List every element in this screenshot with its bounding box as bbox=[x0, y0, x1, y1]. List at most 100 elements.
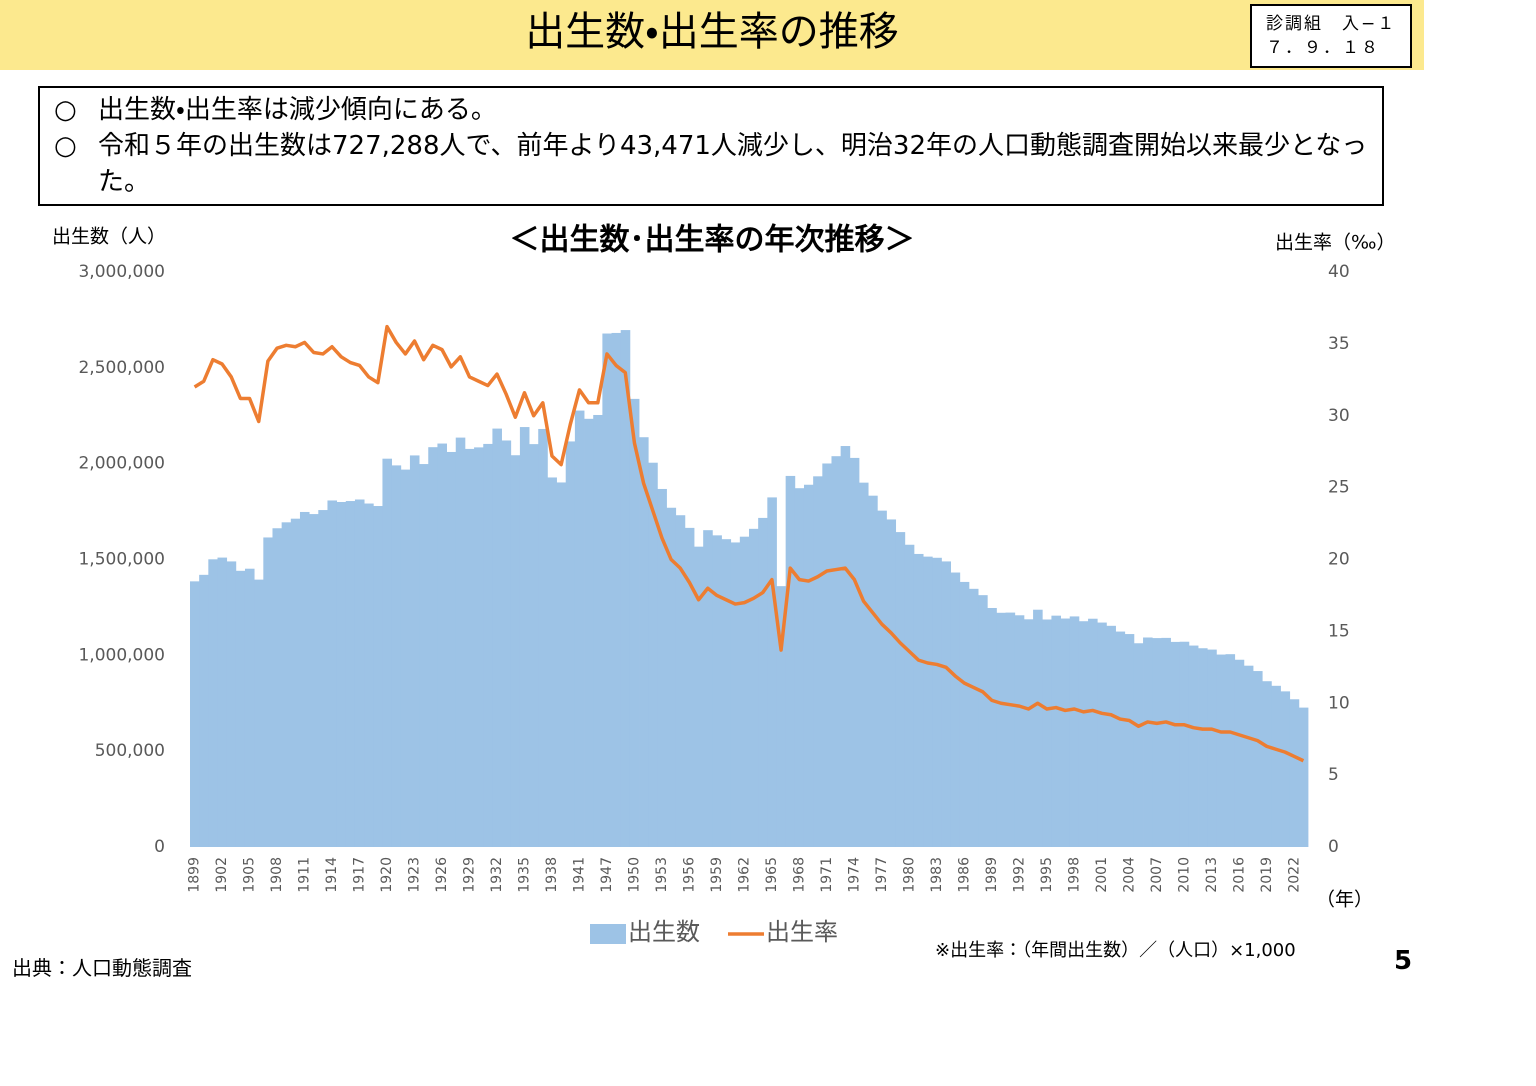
x-tick-label: 1953 bbox=[654, 857, 670, 893]
x-tick-label: 1911 bbox=[297, 857, 313, 893]
notes-box: ○ 出生数・出生率は減少傾向にある。 ○ 令和５年の出生数は727,288人で、前年… bbox=[38, 86, 1384, 206]
bar bbox=[584, 418, 594, 847]
x-tick-label: 1965 bbox=[764, 857, 780, 893]
y-tick-label: 2,500,000 bbox=[78, 358, 165, 378]
bar bbox=[1243, 665, 1254, 847]
x-tick-label: 2010 bbox=[1176, 857, 1192, 893]
code-line: ７．９．１８ bbox=[1266, 38, 1380, 58]
bar bbox=[593, 414, 603, 847]
bar bbox=[721, 539, 732, 847]
x-tick-label: 2019 bbox=[1259, 857, 1275, 893]
bar bbox=[547, 477, 557, 847]
y2-tick-label: 25 bbox=[1328, 478, 1350, 498]
y-tick-label: 0 bbox=[154, 837, 165, 857]
source: 出典：人口動態調査 bbox=[12, 956, 192, 980]
bar bbox=[538, 428, 548, 847]
bar bbox=[437, 443, 447, 847]
bar bbox=[1198, 648, 1208, 847]
y2-tick-label: 15 bbox=[1328, 621, 1350, 641]
bar bbox=[272, 528, 283, 847]
bar bbox=[556, 482, 567, 847]
y-tick-label: 500,000 bbox=[95, 741, 165, 761]
bar bbox=[354, 499, 365, 847]
bar bbox=[1225, 654, 1236, 847]
x-tick-label: 1956 bbox=[681, 857, 697, 893]
page-number: 5 bbox=[1394, 946, 1413, 976]
x-tick-label: 1986 bbox=[956, 857, 972, 893]
bar bbox=[1289, 699, 1300, 847]
bar bbox=[1060, 618, 1071, 847]
bar bbox=[1207, 649, 1217, 847]
y2-tick-label: 30 bbox=[1328, 406, 1350, 426]
bar bbox=[923, 556, 933, 847]
code-box: 診調組 入−１ ７．９．１８ bbox=[1250, 4, 1412, 68]
y2-tick-label: 20 bbox=[1328, 550, 1350, 570]
bar bbox=[959, 581, 970, 847]
bar bbox=[1161, 637, 1171, 847]
bar bbox=[1179, 641, 1190, 847]
bar bbox=[190, 581, 200, 847]
bar bbox=[1262, 681, 1272, 847]
x-tick-label: 1959 bbox=[709, 857, 725, 893]
bar bbox=[749, 528, 759, 847]
bar bbox=[382, 458, 393, 847]
bar bbox=[446, 451, 457, 847]
legend-label: 出生数 bbox=[628, 918, 700, 946]
bar bbox=[813, 476, 823, 847]
y-axis-title: 出生数（人） bbox=[52, 226, 166, 248]
y2-tick-label: 40 bbox=[1328, 262, 1350, 282]
note-marker: ○ bbox=[54, 95, 77, 125]
x-tick-label: 1902 bbox=[214, 857, 230, 893]
bar bbox=[1033, 609, 1043, 847]
bar bbox=[565, 441, 576, 847]
bar bbox=[968, 588, 979, 847]
bar bbox=[1152, 638, 1162, 847]
bar bbox=[364, 503, 374, 847]
x-tick-label: 1977 bbox=[874, 857, 890, 893]
bar bbox=[675, 515, 686, 847]
bar bbox=[1253, 671, 1263, 847]
bar bbox=[1115, 631, 1126, 847]
legend-swatch bbox=[590, 924, 626, 944]
x-tick-label: 1935 bbox=[516, 857, 532, 893]
bar bbox=[318, 510, 328, 847]
x-tick-label: 1992 bbox=[1011, 857, 1027, 893]
x-tick-label: 2004 bbox=[1121, 857, 1137, 893]
bar bbox=[1005, 612, 1016, 847]
bar bbox=[400, 469, 411, 847]
bar bbox=[1014, 615, 1025, 847]
bar bbox=[373, 506, 383, 847]
x-tick-label: 1920 bbox=[379, 857, 395, 893]
bar bbox=[235, 570, 246, 847]
bar bbox=[1069, 616, 1080, 847]
bar bbox=[913, 553, 924, 847]
bar bbox=[1023, 619, 1034, 847]
x-tick-label: 1905 bbox=[242, 857, 258, 893]
bar bbox=[703, 530, 713, 847]
bar bbox=[1106, 625, 1116, 847]
bar bbox=[1298, 707, 1309, 847]
bar bbox=[510, 455, 521, 847]
x-tick-label: 2001 bbox=[1094, 857, 1110, 893]
x-tick-label: 1932 bbox=[489, 857, 505, 893]
y2-tick-label: 0 bbox=[1328, 837, 1339, 857]
bar bbox=[1133, 643, 1144, 847]
bar bbox=[391, 465, 402, 847]
bar bbox=[978, 595, 988, 847]
x-tick-label: 1914 bbox=[324, 857, 340, 893]
bar bbox=[1271, 685, 1281, 847]
bar bbox=[419, 464, 429, 847]
x-tick-label: 2016 bbox=[1231, 857, 1247, 893]
bar bbox=[941, 561, 952, 847]
bar bbox=[950, 572, 961, 847]
bar bbox=[290, 518, 301, 847]
bar bbox=[739, 536, 750, 847]
bar bbox=[996, 612, 1006, 847]
bar bbox=[1234, 659, 1245, 847]
bar bbox=[932, 557, 942, 847]
bar bbox=[877, 510, 887, 847]
bar bbox=[758, 517, 768, 847]
bar bbox=[1088, 618, 1098, 847]
x-tick-label: 1908 bbox=[269, 857, 285, 893]
